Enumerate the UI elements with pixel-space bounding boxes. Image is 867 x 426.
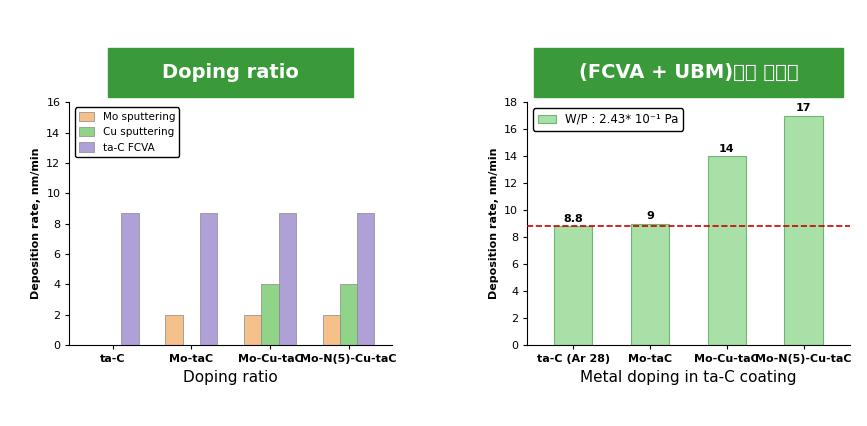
Y-axis label: Deposition rate, nm/min: Deposition rate, nm/min [30, 148, 41, 299]
Bar [200, 213, 218, 345]
X-axis label: Doping ratio: Doping ratio [183, 370, 278, 385]
Text: 17: 17 [796, 103, 812, 113]
Bar [323, 315, 340, 345]
Text: Doping ratio: Doping ratio [162, 63, 299, 82]
Bar [707, 156, 746, 345]
Bar [357, 213, 375, 345]
Bar [785, 116, 823, 345]
Bar [340, 285, 357, 345]
Legend: Mo sputtering, Cu sputtering, ta-C FCVA: Mo sputtering, Cu sputtering, ta-C FCVA [75, 107, 179, 157]
Text: 14: 14 [719, 144, 734, 153]
Bar [278, 213, 296, 345]
Bar [631, 224, 669, 345]
X-axis label: Metal doping in ta-C coating: Metal doping in ta-C coating [580, 370, 797, 385]
Text: (FCVA + UBM)동시 증센률: (FCVA + UBM)동시 증센률 [578, 63, 799, 82]
Bar [554, 226, 592, 345]
Y-axis label: Deposition rate, nm/min: Deposition rate, nm/min [488, 148, 499, 299]
Bar [121, 213, 139, 345]
Text: 8.8: 8.8 [564, 214, 583, 224]
Text: 9: 9 [646, 211, 654, 221]
Bar [244, 315, 261, 345]
Bar [261, 285, 278, 345]
Legend: W/P : 2.43* 10⁻¹ Pa: W/P : 2.43* 10⁻¹ Pa [533, 108, 683, 131]
Bar [166, 315, 183, 345]
